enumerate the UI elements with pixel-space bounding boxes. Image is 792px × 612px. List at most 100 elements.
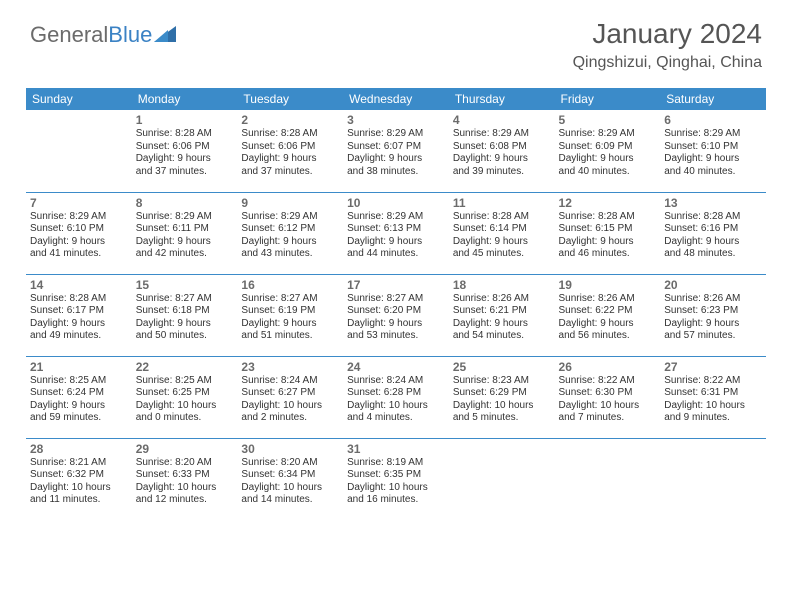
day-info-line: Daylight: 9 hours	[30, 236, 128, 249]
day-number: 18	[453, 278, 551, 292]
day-number: 22	[136, 360, 234, 374]
day-info-line: Sunset: 6:09 PM	[559, 141, 657, 154]
day-info-line: Daylight: 10 hours	[347, 482, 445, 495]
day-info-line: Sunrise: 8:23 AM	[453, 375, 551, 388]
day-number: 14	[30, 278, 128, 292]
calendar-day-cell: 25Sunrise: 8:23 AMSunset: 6:29 PMDayligh…	[449, 356, 555, 438]
day-number: 20	[664, 278, 762, 292]
day-info-line: Sunrise: 8:29 AM	[30, 211, 128, 224]
day-info-line: Daylight: 9 hours	[241, 236, 339, 249]
day-info-line: Daylight: 10 hours	[347, 400, 445, 413]
calendar-day-cell: 2Sunrise: 8:28 AMSunset: 6:06 PMDaylight…	[237, 110, 343, 192]
day-number: 9	[241, 196, 339, 210]
day-info-line: Daylight: 9 hours	[559, 153, 657, 166]
day-info-line: Sunset: 6:28 PM	[347, 387, 445, 400]
day-info-line: and 16 minutes.	[347, 494, 445, 507]
day-info-line: Sunset: 6:27 PM	[241, 387, 339, 400]
day-info-line: and 57 minutes.	[664, 330, 762, 343]
day-info-line: Daylight: 10 hours	[559, 400, 657, 413]
day-info-line: Daylight: 9 hours	[559, 318, 657, 331]
day-info-line: Sunrise: 8:20 AM	[241, 457, 339, 470]
day-info-line: Daylight: 9 hours	[453, 236, 551, 249]
day-info-line: Sunrise: 8:29 AM	[559, 128, 657, 141]
calendar-week-row: 21Sunrise: 8:25 AMSunset: 6:24 PMDayligh…	[26, 356, 766, 438]
day-info-line: Daylight: 9 hours	[136, 318, 234, 331]
day-info-line: Sunset: 6:20 PM	[347, 305, 445, 318]
calendar-day-cell: 3Sunrise: 8:29 AMSunset: 6:07 PMDaylight…	[343, 110, 449, 192]
day-info-line: and 39 minutes.	[453, 166, 551, 179]
day-info-line: and 56 minutes.	[559, 330, 657, 343]
calendar-day-cell: 7Sunrise: 8:29 AMSunset: 6:10 PMDaylight…	[26, 192, 132, 274]
day-info-line: Daylight: 9 hours	[453, 153, 551, 166]
day-info-line: and 40 minutes.	[559, 166, 657, 179]
calendar-header-cell: Sunday	[26, 88, 132, 110]
day-info-line: Sunrise: 8:27 AM	[347, 293, 445, 306]
calendar-day-cell: 17Sunrise: 8:27 AMSunset: 6:20 PMDayligh…	[343, 274, 449, 356]
calendar-day-cell: 30Sunrise: 8:20 AMSunset: 6:34 PMDayligh…	[237, 438, 343, 520]
day-info-line: Sunset: 6:10 PM	[664, 141, 762, 154]
calendar-week-row: 28Sunrise: 8:21 AMSunset: 6:32 PMDayligh…	[26, 438, 766, 520]
calendar-empty-cell	[555, 438, 661, 520]
day-info-line: Sunset: 6:25 PM	[136, 387, 234, 400]
calendar-header-cell: Monday	[132, 88, 238, 110]
day-info-line: Sunset: 6:17 PM	[30, 305, 128, 318]
day-number: 24	[347, 360, 445, 374]
day-info-line: Sunset: 6:07 PM	[347, 141, 445, 154]
day-number: 19	[559, 278, 657, 292]
day-info-line: Daylight: 10 hours	[241, 482, 339, 495]
day-info-line: and 59 minutes.	[30, 412, 128, 425]
day-info-line: and 37 minutes.	[136, 166, 234, 179]
day-number: 31	[347, 442, 445, 456]
day-info-line: and 48 minutes.	[664, 248, 762, 261]
calendar-week-row: 7Sunrise: 8:29 AMSunset: 6:10 PMDaylight…	[26, 192, 766, 274]
day-info-line: Sunset: 6:12 PM	[241, 223, 339, 236]
day-info-line: Sunrise: 8:26 AM	[453, 293, 551, 306]
calendar-day-cell: 20Sunrise: 8:26 AMSunset: 6:23 PMDayligh…	[660, 274, 766, 356]
day-info-line: Sunset: 6:06 PM	[241, 141, 339, 154]
calendar-header-cell: Saturday	[660, 88, 766, 110]
calendar-day-cell: 11Sunrise: 8:28 AMSunset: 6:14 PMDayligh…	[449, 192, 555, 274]
day-info-line: Sunrise: 8:29 AM	[241, 211, 339, 224]
day-info-line: Sunrise: 8:29 AM	[347, 211, 445, 224]
day-info-line: Sunrise: 8:27 AM	[241, 293, 339, 306]
day-number: 26	[559, 360, 657, 374]
day-info-line: and 50 minutes.	[136, 330, 234, 343]
day-info-line: and 41 minutes.	[30, 248, 128, 261]
day-info-line: and 9 minutes.	[664, 412, 762, 425]
day-number: 5	[559, 113, 657, 127]
calendar-day-cell: 23Sunrise: 8:24 AMSunset: 6:27 PMDayligh…	[237, 356, 343, 438]
day-number: 7	[30, 196, 128, 210]
day-info-line: Sunrise: 8:22 AM	[559, 375, 657, 388]
day-info-line: and 51 minutes.	[241, 330, 339, 343]
calendar-day-cell: 12Sunrise: 8:28 AMSunset: 6:15 PMDayligh…	[555, 192, 661, 274]
day-info-line: Sunset: 6:24 PM	[30, 387, 128, 400]
day-info-line: and 40 minutes.	[664, 166, 762, 179]
day-info-line: Sunset: 6:19 PM	[241, 305, 339, 318]
day-info-line: Sunset: 6:31 PM	[664, 387, 762, 400]
day-info-line: Sunrise: 8:28 AM	[559, 211, 657, 224]
day-info-line: Sunset: 6:06 PM	[136, 141, 234, 154]
day-info-line: Daylight: 10 hours	[453, 400, 551, 413]
day-info-line: Daylight: 10 hours	[136, 482, 234, 495]
calendar-day-cell: 10Sunrise: 8:29 AMSunset: 6:13 PMDayligh…	[343, 192, 449, 274]
calendar-day-cell: 4Sunrise: 8:29 AMSunset: 6:08 PMDaylight…	[449, 110, 555, 192]
day-info-line: Sunrise: 8:25 AM	[136, 375, 234, 388]
day-info-line: Sunrise: 8:22 AM	[664, 375, 762, 388]
day-info-line: and 45 minutes.	[453, 248, 551, 261]
day-info-line: Daylight: 9 hours	[30, 318, 128, 331]
day-info-line: and 43 minutes.	[241, 248, 339, 261]
day-info-line: Daylight: 9 hours	[241, 318, 339, 331]
calendar-day-cell: 18Sunrise: 8:26 AMSunset: 6:21 PMDayligh…	[449, 274, 555, 356]
day-info-line: and 44 minutes.	[347, 248, 445, 261]
day-info-line: Sunrise: 8:28 AM	[30, 293, 128, 306]
day-info-line: Sunset: 6:33 PM	[136, 469, 234, 482]
day-info-line: and 38 minutes.	[347, 166, 445, 179]
day-info-line: Daylight: 9 hours	[347, 318, 445, 331]
logo-text-1: General	[30, 22, 108, 48]
day-info-line: Sunrise: 8:20 AM	[136, 457, 234, 470]
calendar-day-cell: 14Sunrise: 8:28 AMSunset: 6:17 PMDayligh…	[26, 274, 132, 356]
day-info-line: Sunrise: 8:29 AM	[453, 128, 551, 141]
day-number: 28	[30, 442, 128, 456]
day-info-line: and 11 minutes.	[30, 494, 128, 507]
day-number: 15	[136, 278, 234, 292]
